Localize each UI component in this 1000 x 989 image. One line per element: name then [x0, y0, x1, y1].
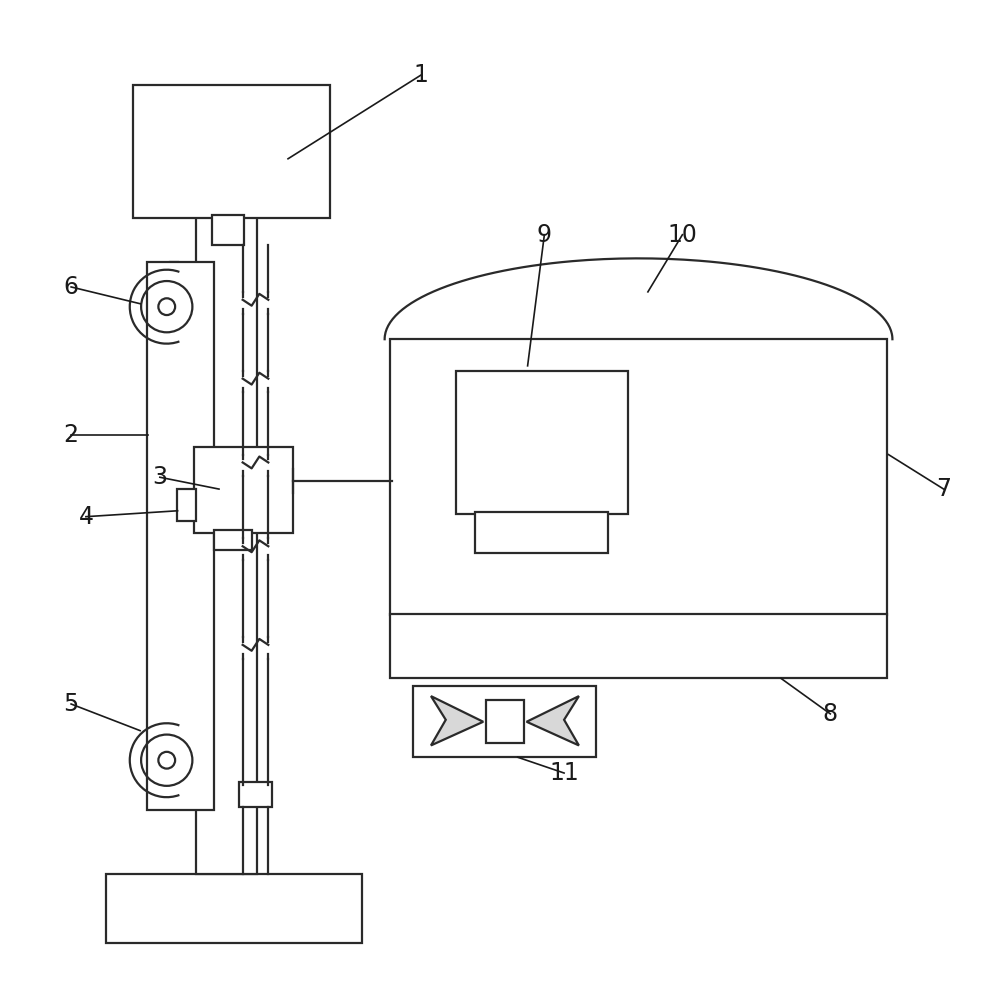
- Text: 1: 1: [414, 63, 429, 87]
- Text: 11: 11: [549, 761, 579, 785]
- Text: 7: 7: [936, 477, 951, 501]
- Bar: [194, 447, 293, 533]
- Bar: [106, 873, 362, 943]
- Bar: [196, 193, 257, 873]
- Bar: [212, 215, 244, 244]
- Polygon shape: [527, 696, 579, 746]
- Bar: [456, 371, 628, 513]
- Text: 9: 9: [537, 223, 552, 246]
- Bar: [214, 530, 252, 550]
- Text: 3: 3: [152, 465, 167, 490]
- Polygon shape: [431, 696, 483, 746]
- Bar: [133, 85, 330, 218]
- Text: 4: 4: [78, 504, 93, 529]
- Bar: [475, 511, 608, 553]
- Text: 2: 2: [64, 423, 79, 447]
- Bar: [239, 782, 272, 807]
- Bar: [390, 339, 887, 615]
- Text: 6: 6: [64, 275, 79, 299]
- Bar: [147, 262, 214, 810]
- Bar: [177, 490, 196, 520]
- Bar: [413, 686, 596, 758]
- Text: 5: 5: [63, 692, 79, 716]
- Text: 10: 10: [667, 223, 697, 246]
- Bar: [170, 262, 178, 805]
- Text: 8: 8: [823, 702, 838, 726]
- Bar: [486, 700, 524, 744]
- Bar: [390, 614, 887, 678]
